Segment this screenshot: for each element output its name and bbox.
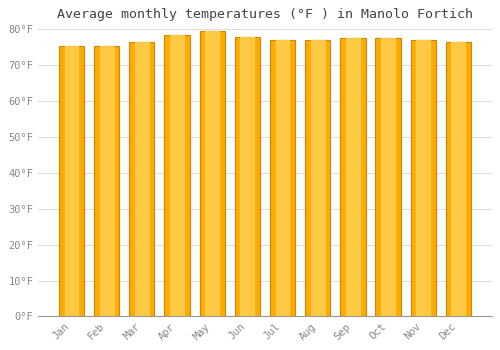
Bar: [64, 46, 78, 316]
Title: Average monthly temperatures (°F ) in Manolo Fortich: Average monthly temperatures (°F ) in Ma…: [57, 8, 473, 21]
Bar: [376, 38, 400, 316]
Bar: [94, 46, 120, 316]
Bar: [164, 35, 190, 316]
Bar: [340, 38, 365, 316]
Bar: [100, 46, 114, 316]
Bar: [270, 40, 295, 316]
Bar: [205, 31, 219, 316]
Bar: [346, 38, 360, 316]
Bar: [135, 42, 149, 316]
Bar: [381, 38, 395, 316]
Bar: [200, 31, 225, 316]
Bar: [305, 40, 330, 316]
Bar: [240, 37, 254, 316]
Bar: [452, 42, 466, 316]
Bar: [446, 42, 471, 316]
Bar: [276, 40, 289, 316]
Bar: [410, 40, 436, 316]
Bar: [416, 40, 430, 316]
Bar: [59, 46, 84, 316]
Bar: [129, 42, 154, 316]
Bar: [234, 37, 260, 316]
Bar: [170, 35, 184, 316]
Bar: [310, 40, 324, 316]
